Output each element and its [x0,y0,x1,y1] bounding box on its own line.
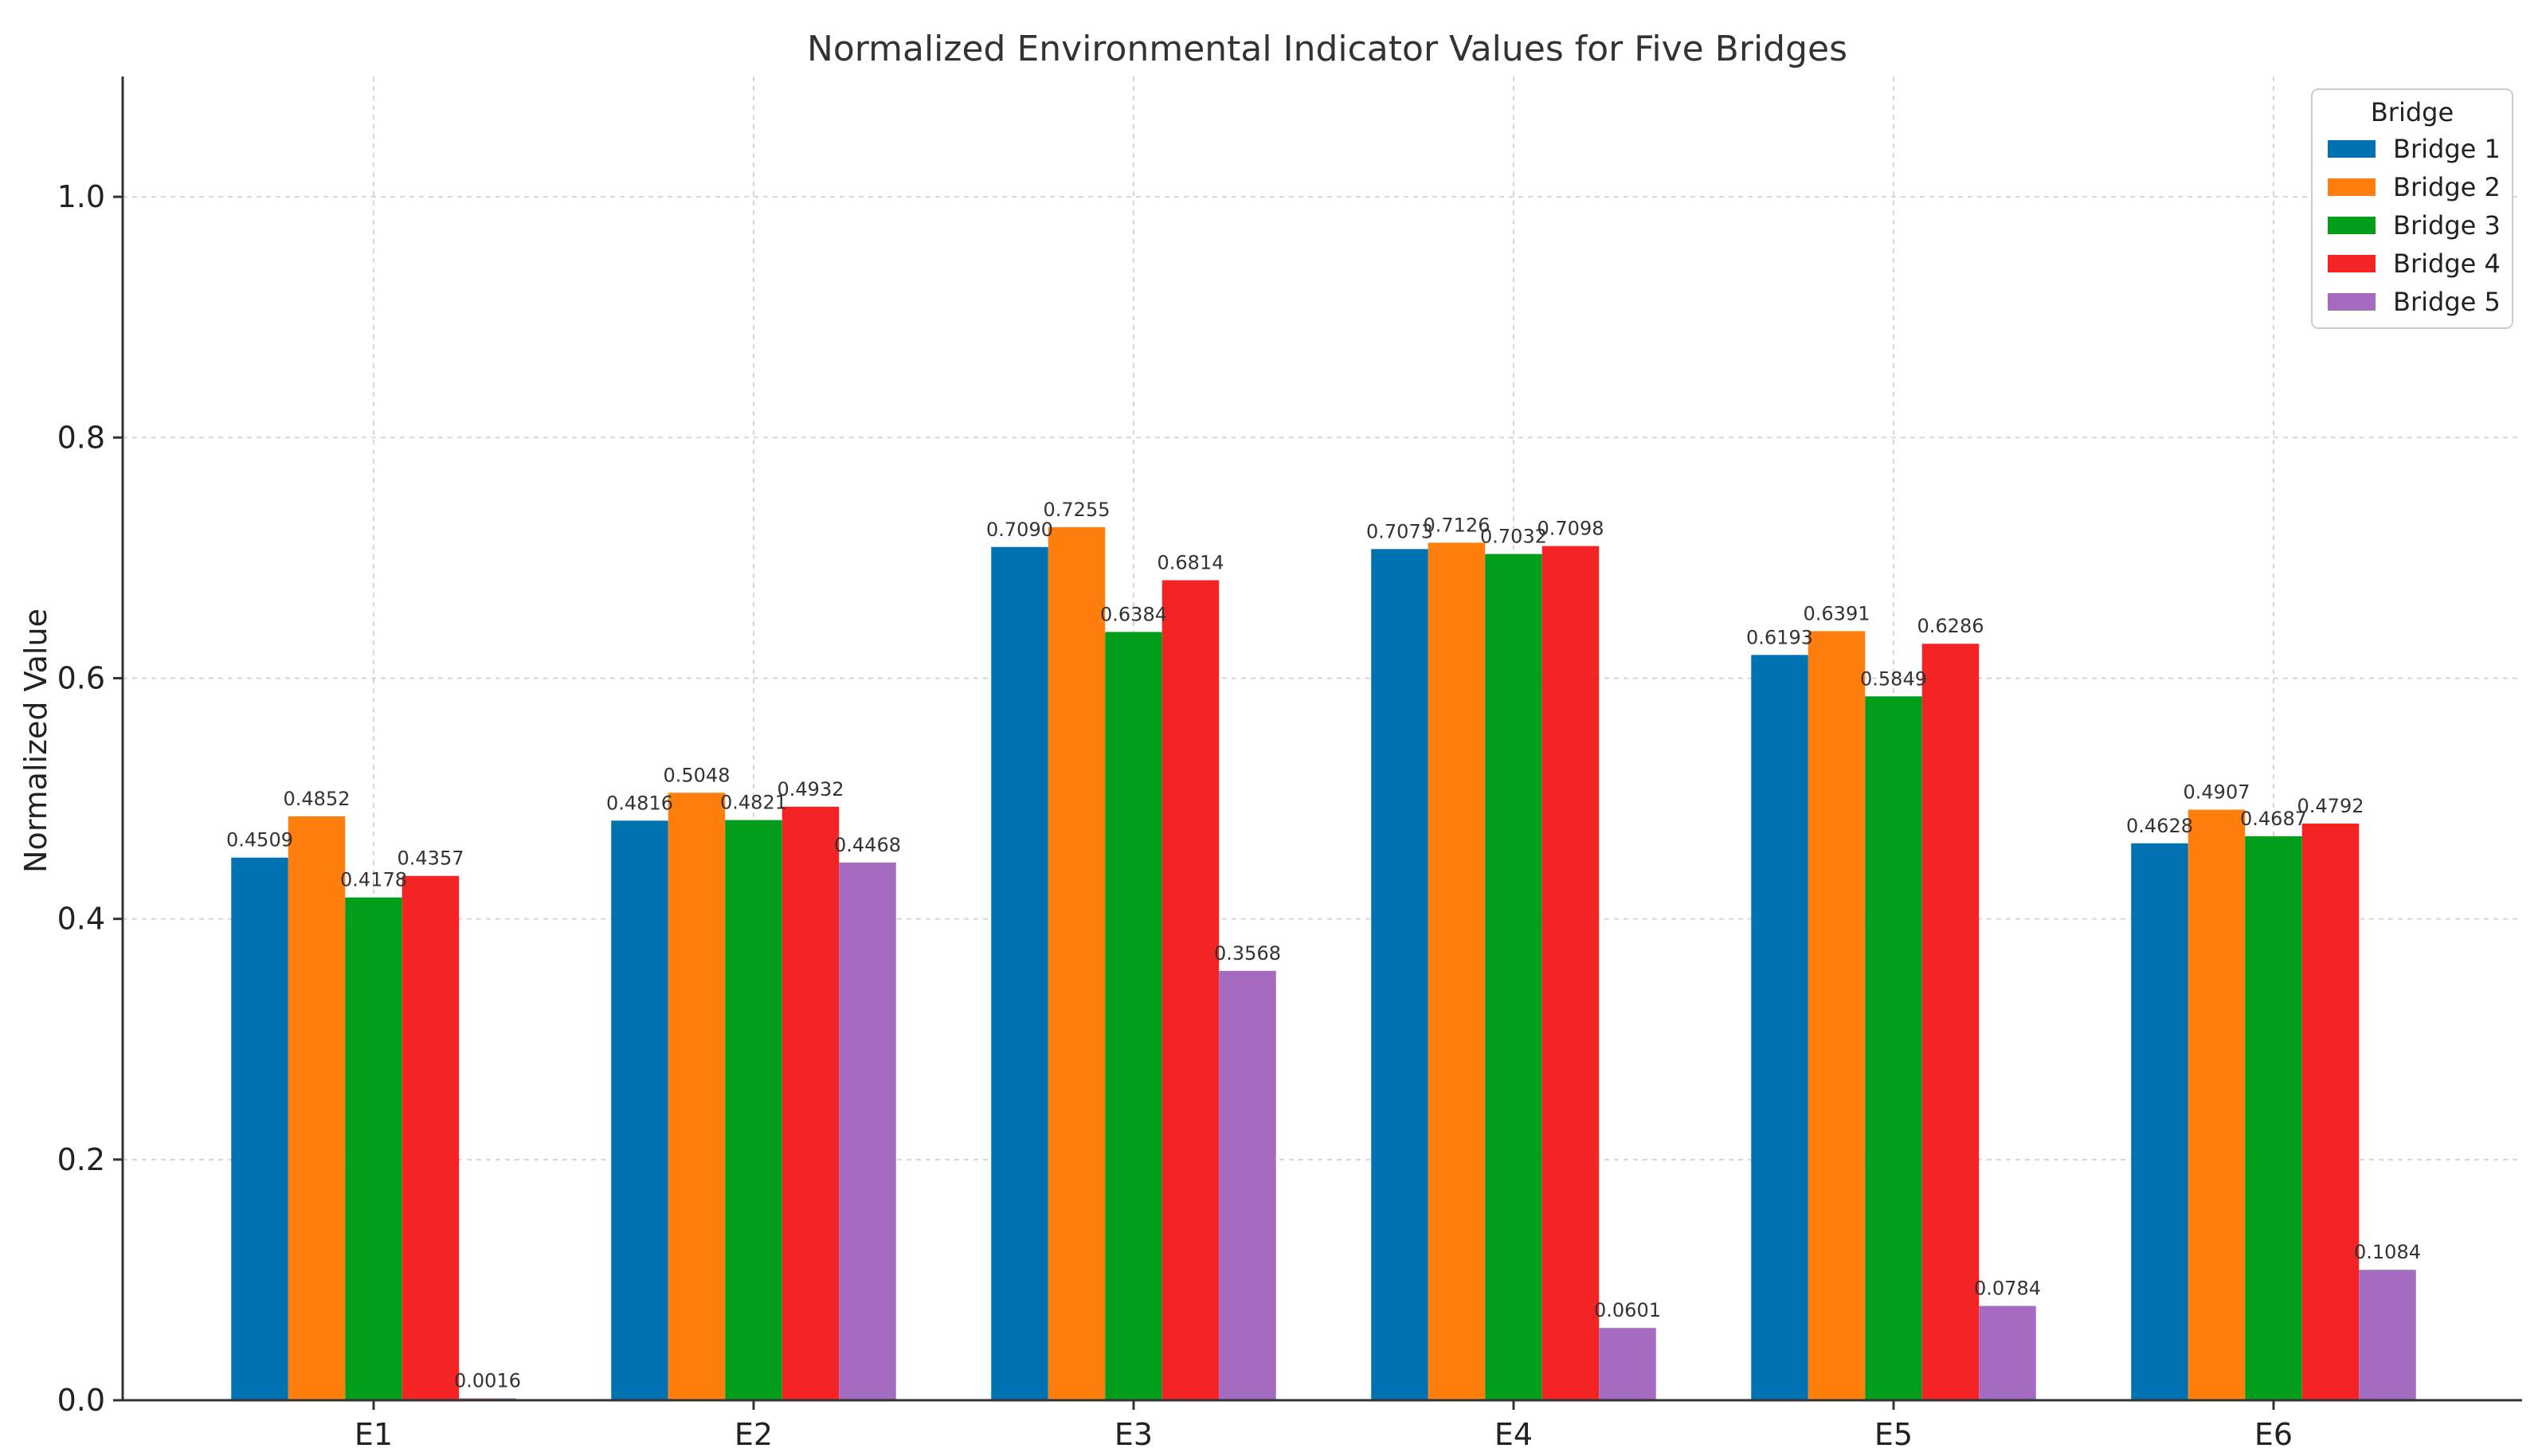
y-tick-label: 1.0 [57,179,105,214]
y-tick-label: 0.4 [57,902,105,937]
legend-label: Bridge 3 [2393,210,2501,241]
data-label: 0.4628 [2126,815,2193,837]
y-tick-label: 0.8 [57,420,105,455]
x-tick-label: E3 [1114,1417,1153,1452]
data-label: 0.4932 [778,778,844,800]
data-label: 0.4468 [834,834,901,856]
y-tick-label: 0.6 [57,660,105,695]
x-tick-label: E5 [1874,1417,1913,1452]
x-tick-label: E4 [1494,1417,1533,1452]
legend-title: Bridge [2371,97,2454,127]
legend-items: Bridge 1 Bridge 2 Bridge 3 Bridge 4 Bridge 5 [2328,134,2501,317]
bar-bridge-2-e3 [1048,526,1106,1400]
data-label: 0.6391 [1804,602,1870,624]
data-label: 0.4357 [398,847,464,870]
data-label: 0.0016 [454,1370,521,1392]
data-label: 0.0601 [1594,1299,1661,1321]
data-label: 0.6814 [1157,551,1224,573]
data-label: 0.7255 [1044,499,1110,521]
legend-swatch [2328,178,2376,196]
bar-bridge-4-e1 [401,875,460,1400]
data-label: 0.1084 [2354,1241,2421,1263]
bar-bridge-2-e1 [288,816,346,1400]
data-label: 0.7090 [986,519,1053,541]
bar-bridge-2-e4 [1428,542,1486,1400]
bar-bridge-3-e2 [725,820,782,1400]
legend-label: Bridge 4 [2393,249,2501,279]
data-label: 0.4816 [606,792,673,814]
bar-bridge-3-e5 [1865,696,1922,1400]
legend-label: Bridge 5 [2393,287,2501,317]
legend-swatch [2328,255,2376,272]
data-label: 0.6193 [1746,626,1813,648]
data-label: 0.5048 [664,764,731,786]
data-label: 0.7073 [1366,520,1433,542]
data-label: 0.6286 [1917,615,1984,637]
y-tick-label: 0.0 [57,1383,105,1418]
bar-bridge-5-e2 [839,862,896,1400]
bar-bridge-5-e6 [2359,1270,2416,1400]
data-label: 0.4907 [2184,781,2250,804]
data-label: 0.6384 [1100,603,1167,625]
bar-bridge-1-e4 [1371,549,1428,1400]
bar-bridge-3-e4 [1485,554,1542,1400]
legend-swatch [2328,140,2376,158]
bar-bridge-2-e5 [1808,631,1866,1400]
axes [121,76,2522,1402]
legend-label: Bridge 2 [2393,172,2501,202]
data-label: 0.4509 [226,829,293,851]
data-label: 0.4178 [340,869,407,891]
bar-bridge-5-e3 [1219,970,1276,1400]
bar-bridge-1-e3 [991,546,1048,1401]
x-tick-label: E6 [2254,1417,2293,1452]
bar-bridge-4-e6 [2301,823,2360,1400]
bar-bridge-5-e5 [1979,1305,2036,1400]
data-label: 0.7032 [1480,526,1547,548]
data-label: 0.7098 [1537,518,1604,540]
data-label: 0.0784 [1974,1278,2041,1300]
bar-bridge-2-e6 [2188,809,2246,1400]
bar-bridge-1-e5 [1751,655,1808,1400]
bar-bridge-1-e1 [231,857,288,1400]
y-axis-label: Normalized Value [18,609,53,873]
data-label: 0.4821 [720,792,787,814]
chart-title: Normalized Environmental Indicator Value… [807,29,1847,69]
bar-bridge-4-e2 [781,806,840,1400]
data-label: 0.4792 [2297,795,2364,817]
data-labels: 0.4509 0.4816 0.7090 0.7073 0.6193 0.4628 0.48… [226,499,2421,1392]
x-tick-label: E1 [354,1417,393,1452]
data-label: 0.7126 [1424,514,1490,536]
bar-bridge-5-e4 [1599,1328,1656,1400]
x-tick-label: E2 [734,1417,773,1452]
legend-swatch [2328,293,2376,311]
bar-bridge-3-e6 [2245,836,2302,1400]
y-tick-label: 0.2 [57,1142,105,1177]
bar-bridge-4-e3 [1161,580,1220,1400]
bars [231,526,2416,1401]
data-label: 0.3568 [1214,942,1281,965]
bar-bridge-3-e1 [345,897,402,1400]
bar-bridge-3-e3 [1105,632,1162,1400]
bar-bridge-1-e6 [2131,843,2188,1400]
bar-bridge-2-e2 [668,793,726,1400]
data-label: 0.4852 [284,788,351,810]
bar-bridge-4-e4 [1541,546,1600,1401]
bar-bridge-4-e5 [1921,644,1980,1400]
data-label: 0.5849 [1860,667,1927,690]
data-label: 0.4687 [2240,808,2307,830]
legend-swatch [2328,217,2376,234]
tick-labels: 0.0 0.2 0.4 0.6 0.8 1.0 E1 E2 E3 E4 E5 E6 [57,179,2293,1452]
bar-bridge-1-e2 [611,820,668,1400]
legend-label: Bridge 1 [2393,134,2501,164]
